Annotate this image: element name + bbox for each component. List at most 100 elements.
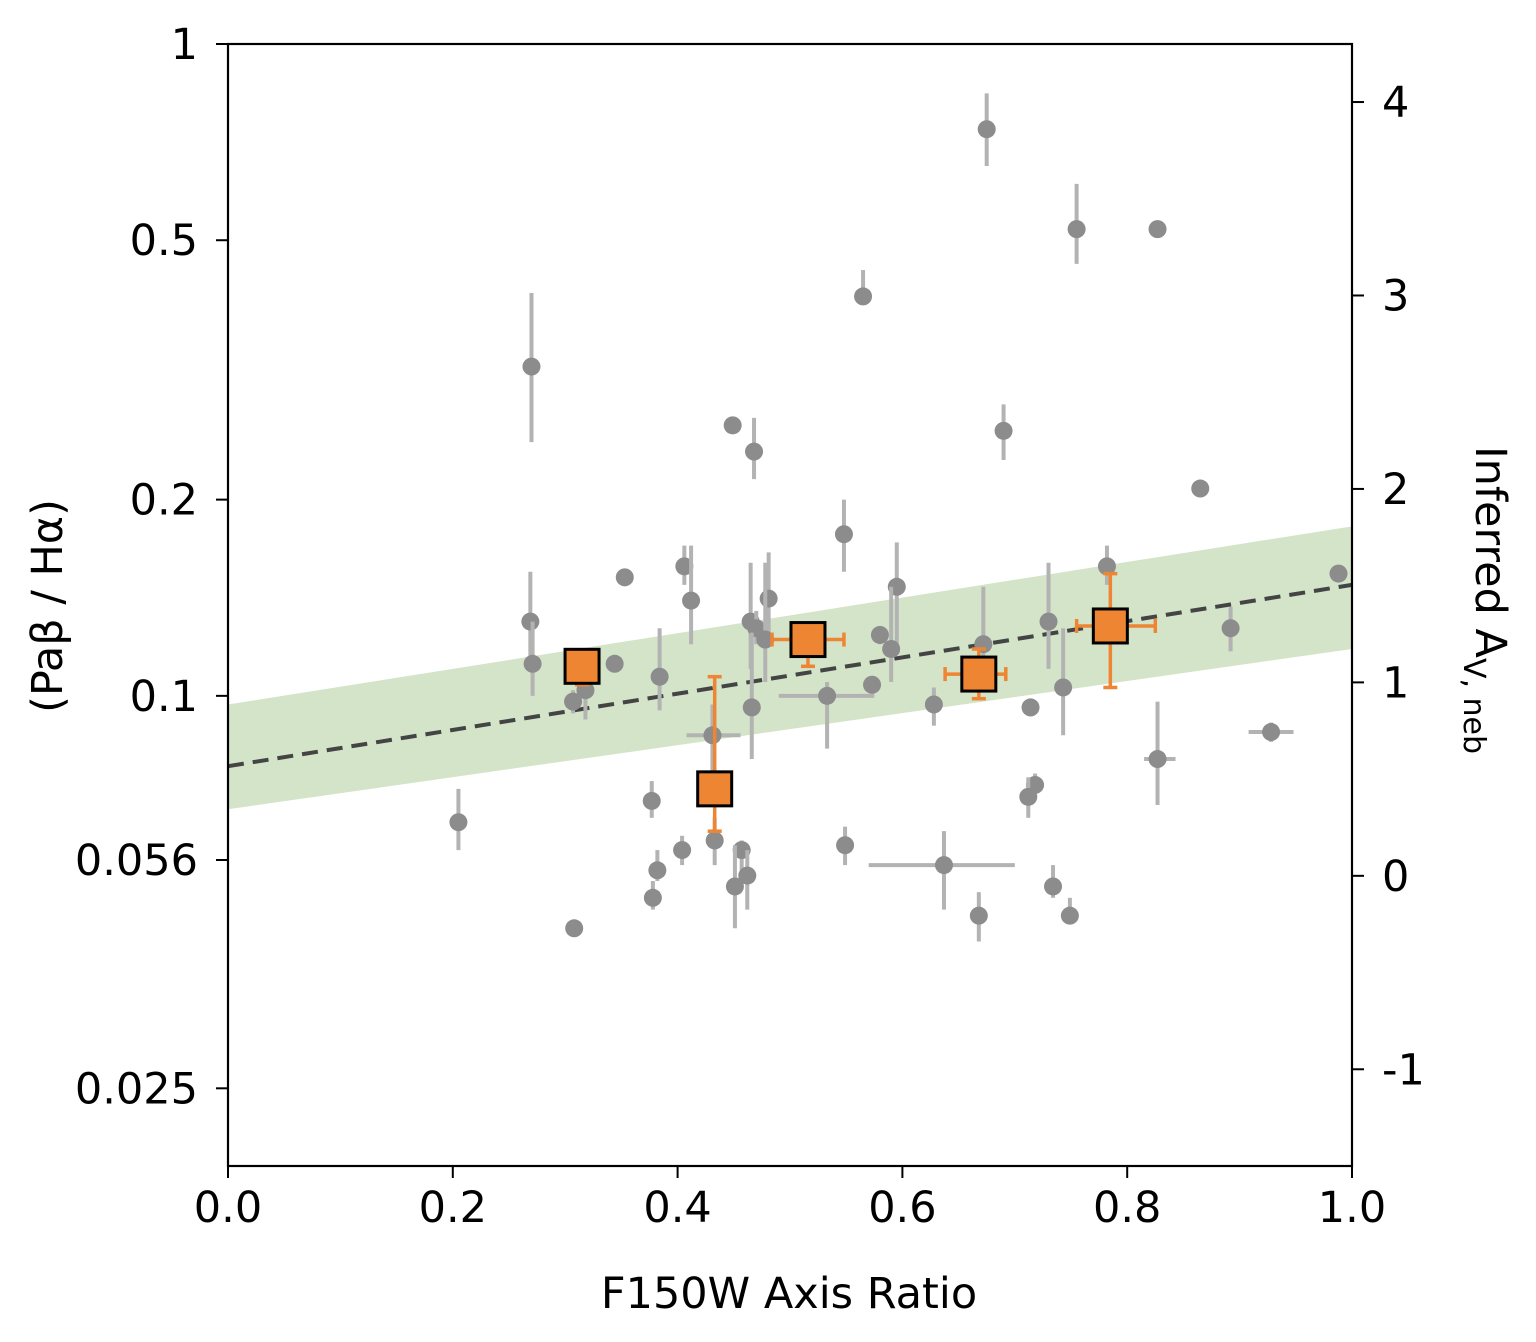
x-tick-label: 0.6 xyxy=(868,1183,936,1233)
data-point-marker xyxy=(870,625,889,644)
x-tick-label: 0.4 xyxy=(643,1183,711,1233)
data-point xyxy=(1044,865,1063,898)
data-point xyxy=(870,625,889,645)
binned-point xyxy=(563,647,601,687)
data-point xyxy=(1067,183,1086,264)
binned-marker xyxy=(563,647,601,685)
data-point-marker xyxy=(924,695,943,714)
data-point-marker xyxy=(834,525,853,544)
binned-point xyxy=(770,621,846,669)
data-point xyxy=(863,675,882,696)
data-point-marker xyxy=(642,791,661,810)
data-point-marker xyxy=(1019,787,1038,806)
data-point-marker xyxy=(449,813,468,832)
data-point xyxy=(924,687,943,726)
data-point xyxy=(969,892,988,942)
binned-point xyxy=(1074,571,1158,690)
data-point xyxy=(682,545,701,645)
y-tick-label: 0.2 xyxy=(130,476,198,526)
data-point xyxy=(723,416,742,435)
plot-frame xyxy=(226,42,1354,1168)
data-point xyxy=(1221,606,1240,652)
data-point-marker xyxy=(648,861,667,880)
binned-marker xyxy=(789,621,827,659)
binned-point xyxy=(696,674,734,833)
data-point-marker xyxy=(675,557,694,576)
y2-tick-label: 4 xyxy=(1382,78,1409,128)
data-point xyxy=(1148,220,1167,239)
data-point xyxy=(1021,698,1040,717)
data-point xyxy=(1054,628,1073,736)
data-point-marker xyxy=(1060,906,1079,925)
data-point-marker xyxy=(723,416,742,435)
confidence-band-layer xyxy=(228,526,1352,810)
binned-points-layer xyxy=(563,571,1158,833)
data-point xyxy=(673,835,692,866)
data-point-marker xyxy=(650,667,669,686)
data-point xyxy=(605,654,624,673)
y-tick-label: 0.5 xyxy=(130,216,198,266)
y-tick-label: 1 xyxy=(171,20,198,70)
data-point xyxy=(1039,562,1058,669)
data-point-marker xyxy=(1329,564,1348,583)
data-point xyxy=(1329,564,1348,583)
data-point-marker xyxy=(523,654,542,673)
data-point xyxy=(725,845,744,929)
y2-tick-label: 1 xyxy=(1382,658,1409,708)
data-point-marker xyxy=(1039,612,1058,631)
x-tick-label: 1.0 xyxy=(1318,1183,1386,1233)
data-point xyxy=(1144,701,1176,806)
data-point-marker xyxy=(836,836,855,855)
data-point xyxy=(523,621,542,696)
data-point-marker xyxy=(565,919,584,938)
data-point xyxy=(522,292,541,443)
data-point-marker xyxy=(1021,698,1040,717)
y2-tick-label: 2 xyxy=(1382,465,1409,515)
data-point xyxy=(675,545,694,585)
data-point-marker xyxy=(1097,557,1116,576)
data-point-marker xyxy=(682,591,701,610)
data-point xyxy=(868,831,1015,910)
data-point-marker xyxy=(725,877,744,896)
data-point xyxy=(648,850,667,881)
y-tick-label: 0.1 xyxy=(130,672,198,722)
data-point-marker xyxy=(522,357,541,376)
x-tick-label: 0.0 xyxy=(194,1183,262,1233)
data-point-marker xyxy=(854,287,873,306)
data-point xyxy=(615,568,634,587)
confidence-band xyxy=(228,526,1352,810)
data-point-marker xyxy=(745,442,764,461)
data-point-marker xyxy=(521,612,540,631)
y-tick-label: 0.025 xyxy=(75,1064,198,1114)
data-point-marker xyxy=(705,831,724,850)
data-point xyxy=(449,788,468,851)
data-point xyxy=(738,850,757,910)
data-point xyxy=(642,781,661,818)
data-point xyxy=(977,93,996,166)
x-tick-label: 0.2 xyxy=(419,1183,487,1233)
data-point-marker xyxy=(1067,220,1086,239)
x-ticks: 0.0 0.2 0.4 0.6 0.8 1.0 xyxy=(194,1166,1386,1233)
data-point-marker xyxy=(977,120,996,139)
data-point-marker xyxy=(994,421,1013,440)
data-point-marker xyxy=(934,856,953,875)
data-point xyxy=(1060,897,1079,925)
y2-axis-title: Inferred AV, neb xyxy=(1456,446,1515,754)
data-point-marker xyxy=(1054,678,1073,697)
data-point xyxy=(745,417,764,480)
data-point-marker xyxy=(1044,877,1063,896)
data-point xyxy=(836,826,855,866)
data-point-marker xyxy=(1148,750,1167,769)
y2-tick-label: 0 xyxy=(1382,852,1409,902)
y2-axis-title-sub: V, neb xyxy=(1456,658,1491,754)
data-point-marker xyxy=(818,686,837,705)
data-point-marker xyxy=(756,630,775,649)
data-point-marker xyxy=(969,906,988,925)
data-point-marker xyxy=(738,866,757,885)
y2-axis-title-main: Inferred A xyxy=(1465,446,1515,659)
data-point xyxy=(882,586,901,683)
data-point-marker xyxy=(759,589,778,608)
data-point-marker xyxy=(1221,619,1240,638)
y-ticks: 1 0.5 0.2 0.1 0.056 0.025 xyxy=(75,20,228,1114)
data-point-marker xyxy=(1191,479,1210,498)
